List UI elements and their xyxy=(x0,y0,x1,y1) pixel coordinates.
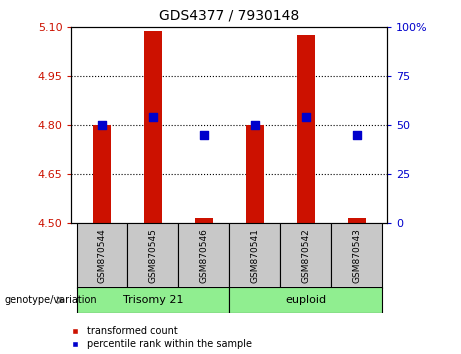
Bar xyxy=(280,223,331,289)
Bar xyxy=(93,125,111,223)
Bar xyxy=(77,223,128,289)
Point xyxy=(200,132,207,137)
Bar xyxy=(331,223,382,289)
Point xyxy=(353,132,361,137)
Point xyxy=(251,122,259,128)
Bar xyxy=(195,218,213,223)
Text: GSM870545: GSM870545 xyxy=(148,228,158,283)
Point xyxy=(302,114,309,120)
Bar xyxy=(144,32,162,223)
Text: GSM870542: GSM870542 xyxy=(301,228,310,283)
Text: GSM870544: GSM870544 xyxy=(98,228,106,283)
Point xyxy=(98,122,106,128)
Title: GDS4377 / 7930148: GDS4377 / 7930148 xyxy=(159,8,300,23)
Text: Trisomy 21: Trisomy 21 xyxy=(123,295,183,305)
Bar xyxy=(229,287,382,313)
Point xyxy=(149,114,157,120)
Bar xyxy=(348,218,366,223)
Bar xyxy=(297,35,315,223)
Bar xyxy=(178,223,229,289)
Text: euploid: euploid xyxy=(285,295,326,305)
Bar xyxy=(77,287,229,313)
Bar xyxy=(128,223,178,289)
Bar xyxy=(229,223,280,289)
Text: genotype/variation: genotype/variation xyxy=(5,295,97,305)
Legend: transformed count, percentile rank within the sample: transformed count, percentile rank withi… xyxy=(65,326,252,349)
Text: GSM870541: GSM870541 xyxy=(250,228,260,283)
Text: GSM870543: GSM870543 xyxy=(352,228,361,283)
Text: GSM870546: GSM870546 xyxy=(199,228,208,283)
Bar xyxy=(246,125,264,223)
